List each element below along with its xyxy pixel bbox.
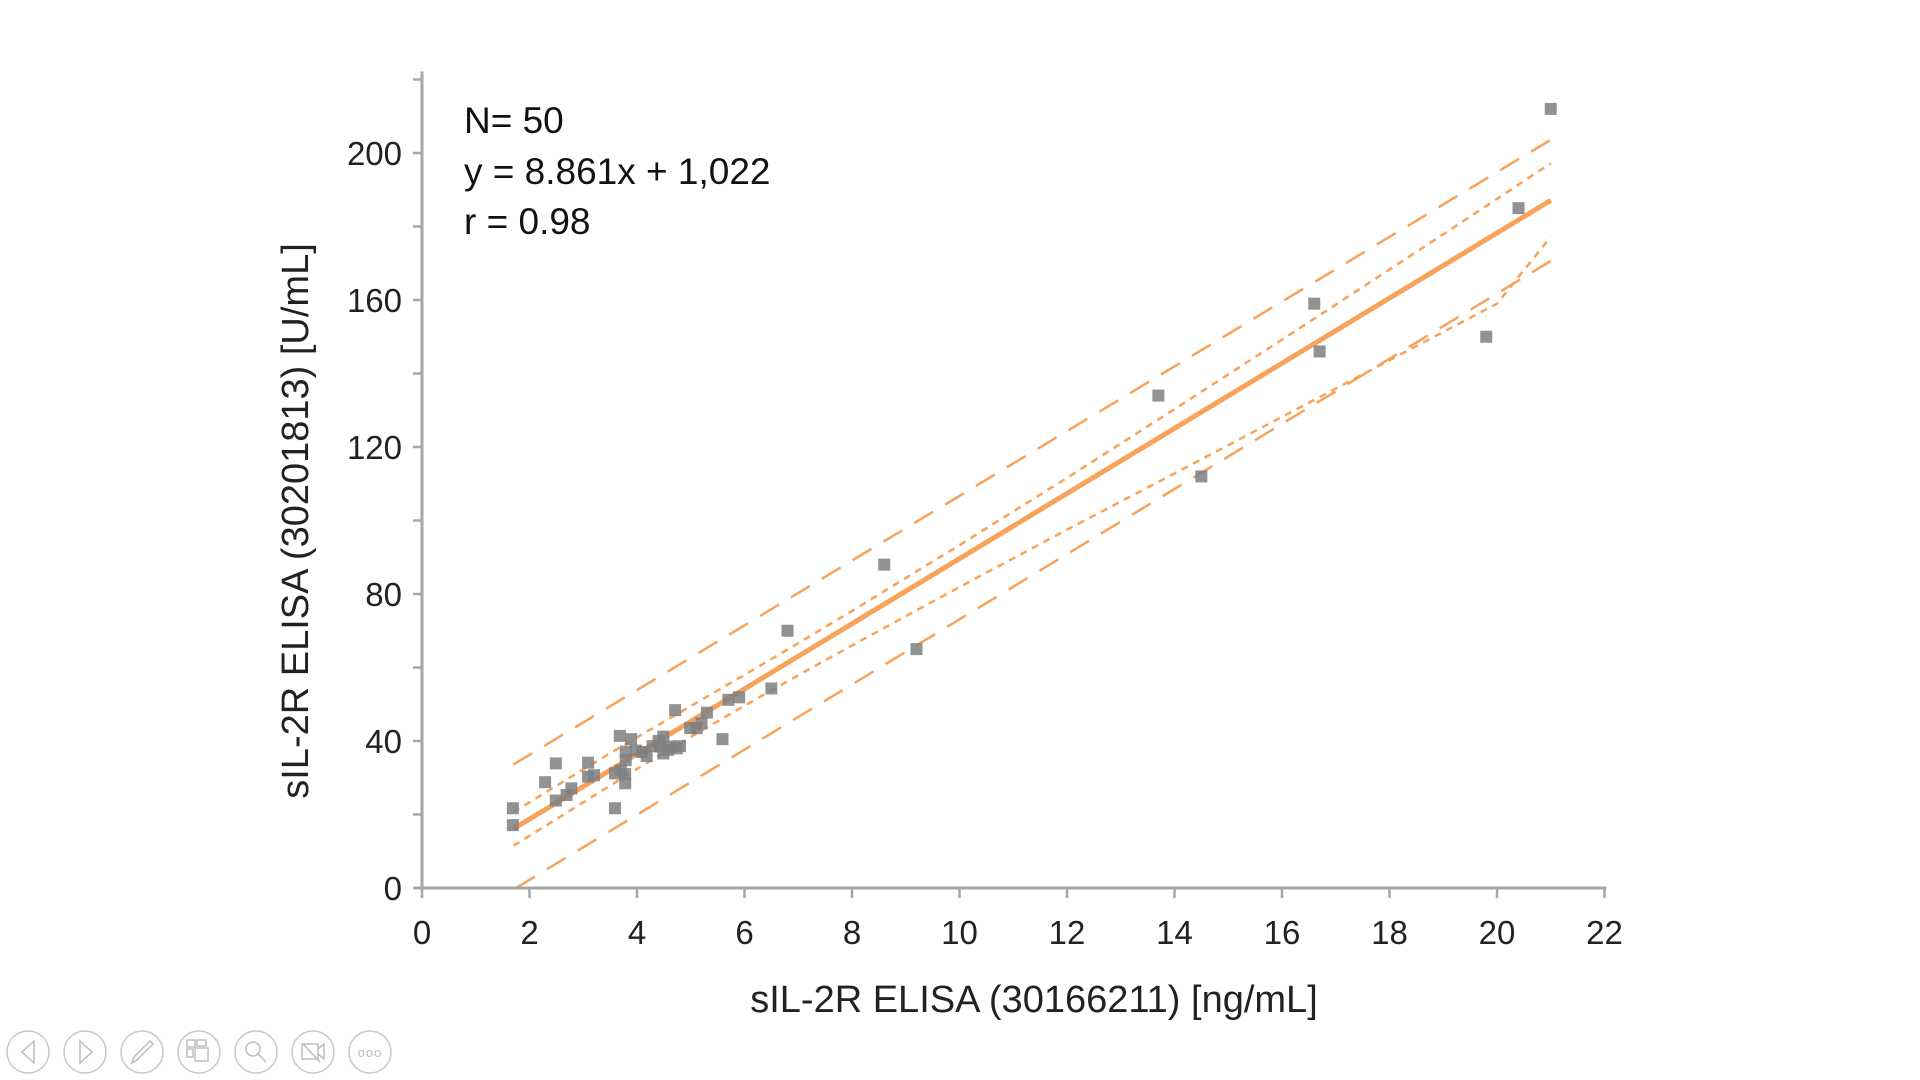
data-point: [1152, 389, 1165, 402]
data-point: [613, 729, 626, 742]
data-point: [700, 706, 713, 719]
x-tick-labels: 0 2 4 6 8 10 12 14 16 18 20 22: [413, 914, 1623, 951]
data-point: [878, 558, 891, 571]
data-point: [722, 693, 735, 706]
data-point: [549, 794, 562, 807]
data-point: [506, 819, 519, 832]
data-point: [781, 624, 794, 637]
data-point: [506, 802, 519, 815]
data-point: [619, 745, 632, 758]
data-point: [910, 643, 923, 656]
slides-grid-button[interactable]: [177, 1030, 221, 1074]
previous-button[interactable]: [6, 1030, 50, 1074]
y-axis-title: sIL-2R ELISA (30201813) [U/mL]: [275, 243, 317, 799]
axes: [413, 71, 1607, 898]
data-point: [608, 802, 621, 815]
data-points: [506, 102, 1557, 832]
more-button[interactable]: ooo: [348, 1030, 392, 1074]
x-tick-label: 0: [413, 914, 431, 951]
data-point: [549, 757, 562, 770]
zoom-icon: [245, 1041, 267, 1063]
pen-button[interactable]: [120, 1030, 164, 1074]
data-point: [765, 682, 778, 695]
data-point: [1313, 345, 1326, 358]
data-point: [1195, 470, 1208, 483]
zoom-button[interactable]: [234, 1030, 278, 1074]
x-tick-label: 12: [1049, 914, 1086, 951]
prediction-line-upper: [512, 138, 1552, 766]
data-point: [582, 756, 595, 769]
x-tick-label: 18: [1371, 914, 1408, 951]
y-tick-label: 120: [347, 429, 402, 466]
slideshow-toolbar: ooo: [6, 1030, 392, 1074]
more-icon: ooo: [358, 1045, 383, 1060]
pen-icon: [130, 1039, 155, 1065]
data-point: [565, 782, 578, 795]
previous-icon: [20, 1039, 35, 1065]
slides-grid-icon: [186, 1039, 209, 1062]
y-tick-label: 80: [365, 576, 402, 613]
data-point: [619, 777, 632, 790]
x-tick-label: 10: [941, 914, 978, 951]
x-tick-label: 16: [1264, 914, 1301, 951]
next-icon: [79, 1039, 94, 1065]
data-point: [669, 704, 682, 717]
next-button[interactable]: [63, 1030, 107, 1074]
y-tick-label: 200: [347, 135, 402, 172]
y-tick-labels: 0 40 80 120 160 200: [347, 135, 402, 907]
confidence-line-upper: [512, 162, 1552, 814]
annotation-r: r = 0.98: [464, 201, 591, 242]
x-tick-label: 14: [1156, 914, 1193, 951]
data-point: [619, 768, 632, 781]
data-point: [1544, 102, 1557, 115]
annotation-equation: y = 8.861x + 1,022: [464, 151, 771, 192]
x-axis-title: sIL-2R ELISA (30166211) [ng/mL]: [750, 979, 1318, 1021]
data-point: [716, 733, 729, 746]
prediction-line-lower: [515, 259, 1552, 890]
data-point: [733, 691, 746, 704]
x-tick-label: 22: [1586, 914, 1623, 951]
interval-lines: [512, 138, 1553, 890]
data-point: [1512, 202, 1525, 215]
x-tick-label: 8: [843, 914, 861, 951]
y-tick-label: 0: [384, 870, 402, 907]
annotation-n: N= 50: [464, 100, 564, 141]
y-tick-label: 40: [365, 723, 402, 760]
data-point: [588, 769, 600, 782]
y-tick-label: 160: [347, 282, 402, 319]
x-tick-label: 4: [628, 914, 646, 951]
video-off-icon: [301, 1042, 325, 1063]
data-point: [625, 733, 638, 746]
data-point: [657, 730, 670, 743]
data-point: [1308, 297, 1321, 310]
x-tick-label: 20: [1479, 914, 1516, 951]
x-tick-label: 6: [735, 914, 753, 951]
data-point: [640, 750, 653, 763]
data-point: [539, 776, 552, 789]
data-point: [695, 717, 708, 730]
x-tick-label: 2: [520, 914, 538, 951]
video-button[interactable]: [291, 1030, 335, 1074]
confidence-line-lower: [512, 236, 1552, 847]
data-point: [674, 740, 686, 753]
data-point: [1480, 330, 1493, 343]
